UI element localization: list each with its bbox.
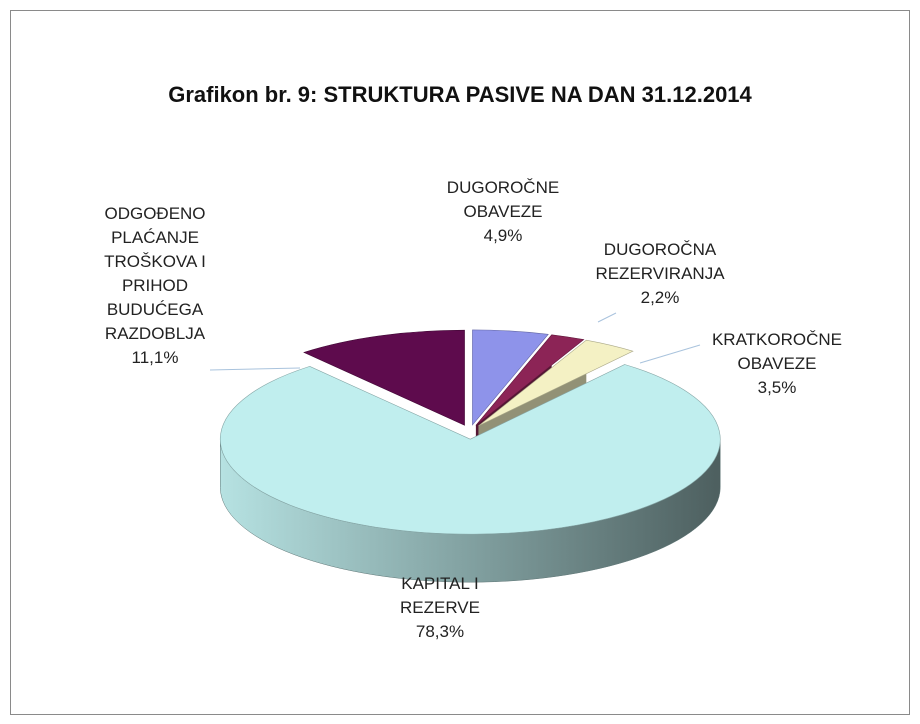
value-label: 2,2% xyxy=(640,288,680,307)
value-label: 78,3% xyxy=(415,622,465,641)
slice xyxy=(303,329,465,426)
category-label: DUGOROČNA REZERVIRANJA xyxy=(595,240,725,283)
slice-label: ODGOĐENO PLAĆANJE TROŠKOVA I PRIHOD BUDU… xyxy=(95,202,215,370)
slice xyxy=(219,364,721,535)
chart-title: Grafikon br. 9: STRUKTURA PASIVE NA DAN … xyxy=(168,82,752,107)
leader-line xyxy=(209,367,301,371)
slice xyxy=(475,334,585,426)
leader-line xyxy=(639,344,701,364)
slice-label: DUGOROČNE OBAVEZE 4,9% xyxy=(443,176,563,248)
slice xyxy=(478,339,634,427)
category-label: ODGOĐENO PLAĆANJE TROŠKOVA I PRIHOD BUDU… xyxy=(104,204,206,343)
leader-line xyxy=(597,312,617,323)
slice-label: KRATKOROČNE OBAVEZE 3,5% xyxy=(702,328,852,400)
value-label: 3,5% xyxy=(757,378,797,397)
category-label: DUGOROČNE OBAVEZE xyxy=(446,178,560,221)
category-label: KAPITAL I REZERVE xyxy=(400,574,480,617)
value-label: 4,9% xyxy=(483,226,523,245)
slice xyxy=(472,329,549,426)
value-label: 11,1% xyxy=(131,348,179,367)
slice-label: KAPITAL I REZERVE 78,3% xyxy=(380,572,500,644)
slice-label: DUGOROČNA REZERVIRANJA 2,2% xyxy=(585,238,735,310)
category-label: KRATKOROČNE OBAVEZE xyxy=(711,330,843,373)
